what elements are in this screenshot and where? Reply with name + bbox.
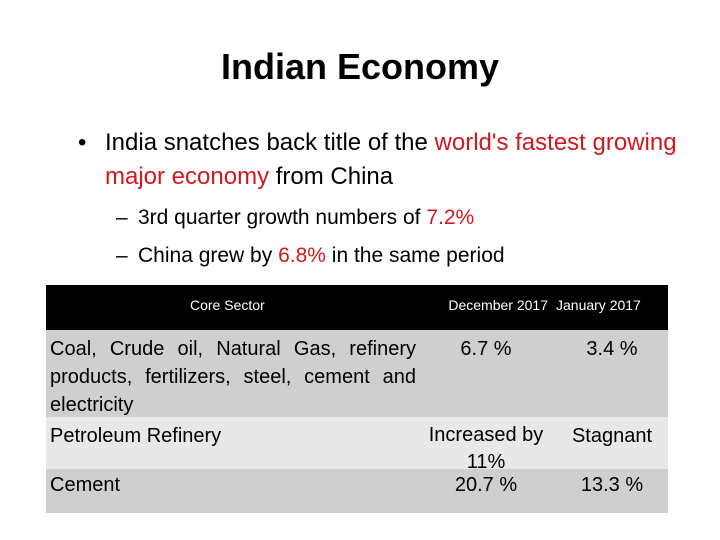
cell-december: 6.7 % [460, 338, 512, 360]
table-row: Cement 20.7 % 13.3 % [46, 469, 668, 513]
subpoint-highlight: 6.8% [278, 244, 326, 267]
bullet-dot: • [78, 129, 87, 156]
bullet-text: India snatches back title of the world's… [78, 126, 678, 194]
cell-sector: Coal, Crude oil, Natural Gas, refinery p… [50, 338, 416, 416]
cell-sector: Cement [50, 474, 121, 496]
cell-sector: Petroleum Refinery [50, 425, 222, 447]
core-sector-table: Core Sector December 2017 January 2017 C… [46, 285, 668, 513]
cell-december: 20.7 % [454, 474, 518, 496]
table-row: Petroleum Refinery Increased by 11% Stag… [46, 417, 668, 473]
main-bullet: • India snatches back title of the world… [78, 126, 678, 194]
table-header-row: Core Sector December 2017 January 2017 [46, 285, 668, 330]
header-january-2017: January 2017 [556, 297, 641, 313]
cell-december: Increased by 11% [428, 424, 544, 473]
subpoint-text: 3rd quarter growth numbers of [138, 206, 427, 229]
bullet-text-part2: from China [269, 163, 394, 190]
subpoint-growth: –3rd quarter growth numbers of 7.2% [116, 203, 474, 233]
subpoint-rest: in the same period [325, 244, 505, 267]
subpoint-text: China grew by [138, 244, 279, 267]
bullet-text-part1: India snatches back title of the [105, 129, 435, 156]
bullet-highlight: world's fastest growing major economy [105, 129, 677, 190]
dash-glyph: – [116, 244, 128, 267]
slide-title: Indian Economy [220, 46, 500, 87]
header-december-2017: December 2017 [448, 297, 548, 313]
cell-january: 13.3 % [580, 474, 644, 496]
dash-glyph: – [116, 206, 128, 229]
table-row: Coal, Crude oil, Natural Gas, refinery p… [46, 330, 668, 417]
header-core-sector: Core Sector [190, 297, 265, 313]
cell-january: 3.4 % [586, 338, 638, 360]
subpoint-highlight: 7.2% [426, 206, 475, 229]
cell-january: Stagnant [571, 425, 653, 447]
subpoint-china: – China grew by 6.8% in the same period [116, 241, 505, 271]
